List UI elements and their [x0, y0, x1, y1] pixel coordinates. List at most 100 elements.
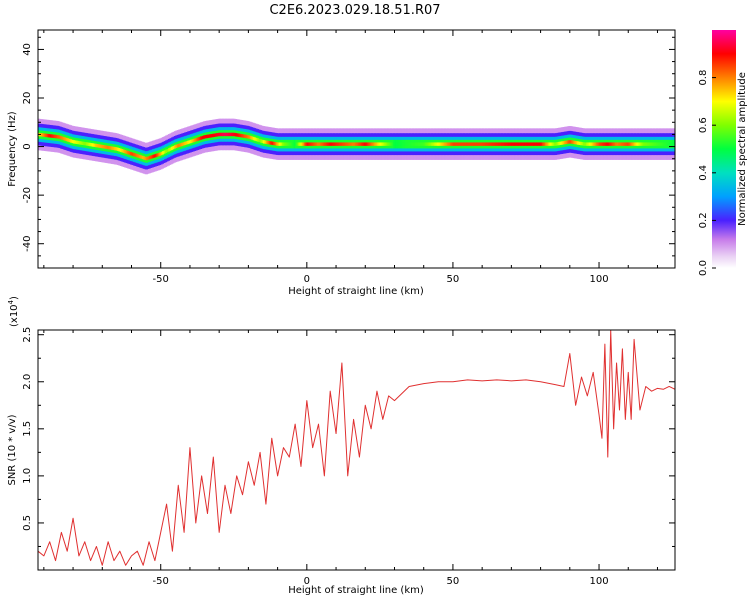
- colorbar-tick-label: 0.2: [698, 212, 709, 228]
- heatmap-cell: [187, 140, 189, 145]
- heatmap-cell: [629, 142, 632, 146]
- heatmap-cell: [473, 142, 476, 146]
- heatmap-cell: [144, 156, 147, 161]
- heatmap-cell: [81, 141, 84, 145]
- heatmap-cell: [147, 156, 150, 160]
- heatmap-cell: [273, 141, 276, 146]
- heatmap-cell: [534, 142, 537, 146]
- heatmap-cell: [274, 142, 277, 146]
- heatmap-cell: [448, 142, 451, 146]
- heatmap-cell: [78, 141, 81, 145]
- heatmap-cell: [248, 135, 251, 139]
- heatmap-cell: [118, 148, 121, 152]
- heatmap-cell: [115, 147, 118, 151]
- colorbar: 0.0 0.2 0.4 0.6 0.8 Normalized spectral ampl…: [698, 30, 748, 276]
- heatmap-cell: [371, 142, 373, 146]
- heatmap-cell: [622, 142, 625, 146]
- heatmap-cell: [146, 156, 148, 161]
- heatmap-cell: [343, 142, 346, 146]
- heatmap-cell: [188, 140, 191, 144]
- heatmap-cell: [397, 142, 400, 146]
- heatmap-cell: [577, 141, 579, 145]
- heatmap-cell: [479, 142, 482, 146]
- snr-ticks: -50 0 50 100 0.5 1.0 1.5 2.0 2.5: [22, 327, 675, 587]
- heatmap-cell: [610, 142, 613, 146]
- heatmap-cell: [327, 142, 330, 146]
- heatmap-cell: [184, 141, 186, 146]
- heatmap-cell: [216, 133, 219, 137]
- snr-series-line: [38, 330, 675, 566]
- heatmap-cell: [325, 142, 328, 146]
- x-tick-label: 0: [304, 274, 310, 285]
- heatmap-cell: [312, 142, 315, 146]
- heatmap-cell: [344, 142, 347, 146]
- heatmap-cell: [238, 133, 241, 137]
- heatmap-cell: [267, 140, 270, 145]
- heatmap-cell: [229, 132, 232, 137]
- heatmap-cell: [241, 134, 243, 138]
- heatmap-cell: [157, 152, 160, 157]
- heatmap-cell: [501, 142, 503, 146]
- heatmap-cell: [185, 141, 188, 145]
- heatmap-cell: [225, 132, 227, 137]
- heatmap-cell: [359, 142, 362, 146]
- heatmap-cell: [423, 142, 426, 146]
- heatmap-cell: [374, 142, 376, 146]
- heatmap-cell: [379, 142, 382, 146]
- heatmap-cell: [96, 144, 99, 148]
- heatmap-cell: [134, 153, 137, 157]
- colorbar-ticks: 0.0 0.2 0.4 0.6 0.8: [698, 70, 716, 276]
- heatmap-cell: [670, 142, 673, 146]
- heatmap-cell: [338, 142, 341, 146]
- heatmap-cell: [239, 133, 242, 138]
- heatmap-cell: [333, 142, 335, 146]
- heatmap-cell: [366, 142, 369, 146]
- heatmap-cell: [563, 140, 566, 145]
- heatmap-cell: [493, 142, 496, 146]
- heatmap-cell: [130, 151, 132, 156]
- heatmap-cell: [165, 149, 167, 154]
- heatmap-cell: [435, 142, 438, 146]
- heatmap-cell: [463, 142, 466, 146]
- heatmap-cell: [303, 142, 306, 146]
- y-tick-label: 2.0: [22, 374, 33, 390]
- heatmap-cell: [181, 142, 184, 147]
- heatmap-cell: [476, 142, 479, 146]
- heatmap-cell: [409, 142, 411, 146]
- heatmap-cell: [467, 142, 470, 146]
- heatmap-cell: [520, 142, 522, 146]
- heatmap-cell: [428, 142, 430, 146]
- heatmap-cell: [391, 142, 394, 146]
- heatmap-cell: [393, 142, 395, 146]
- heatmap-cell: [109, 146, 112, 150]
- heatmap-cell: [77, 140, 80, 145]
- heatmap-cell: [517, 142, 520, 146]
- heatmap-cell: [106, 145, 109, 150]
- heatmap-cell: [314, 142, 316, 146]
- heatmap-cell: [295, 142, 297, 146]
- heatmap-cell: [360, 142, 363, 146]
- heatmap-cell: [331, 142, 334, 146]
- heatmap-cell: [410, 142, 413, 146]
- y-tick-label: 20: [22, 92, 33, 105]
- y-tick-label: 40: [22, 43, 33, 56]
- heatmap-cell: [407, 142, 410, 146]
- heatmap-cell: [172, 145, 175, 150]
- heatmap-cell: [645, 142, 648, 146]
- heatmap-cell: [420, 142, 423, 146]
- heatmap-cell: [353, 142, 356, 146]
- heatmap-cell: [461, 142, 464, 146]
- heatmap-cell: [182, 142, 185, 146]
- heatmap-cell: [124, 149, 127, 154]
- heatmap-cell: [112, 146, 115, 151]
- heatmap-cell: [525, 142, 528, 146]
- heatmap-cell: [593, 142, 596, 146]
- heatmap-cell: [276, 142, 278, 146]
- heatmap-cell: [105, 145, 108, 149]
- heatmap-cell: [93, 143, 96, 147]
- heatmap-cell: [203, 135, 205, 139]
- heatmap-cell: [531, 142, 534, 146]
- heatmap-cell: [628, 142, 631, 146]
- heatmap-cell: [455, 142, 458, 146]
- heatmap-cell: [211, 133, 214, 138]
